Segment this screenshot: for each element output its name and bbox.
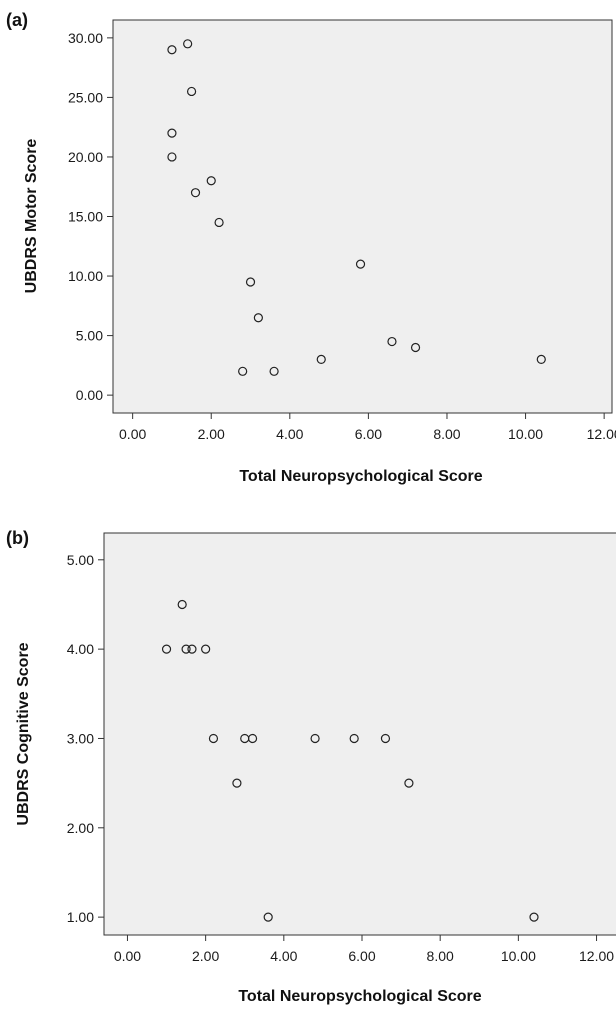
panel-a-label: (a) <box>6 10 28 30</box>
a-x-tick-label: 2.00 <box>198 426 225 442</box>
a-data-point <box>355 259 366 269</box>
a-x-tick-label: 8.00 <box>433 426 460 442</box>
b-y-tick-label: 4.00 <box>67 641 94 657</box>
b-data-point <box>181 644 191 654</box>
b-y-tick-label: 3.00 <box>67 730 94 746</box>
a-x-tick-label: 6.00 <box>355 426 382 442</box>
a-data-point <box>167 128 177 138</box>
panel-b-plot-area <box>103 532 616 936</box>
b-y-tick-label: 1.00 <box>67 909 94 925</box>
b-data-point <box>187 644 197 654</box>
panel-b-points <box>161 599 539 922</box>
a-y-tick-label: 10.00 <box>68 268 103 284</box>
a-y-tick-label: 5.00 <box>76 328 103 344</box>
a-data-point <box>387 336 397 347</box>
a-data-point <box>190 188 201 198</box>
panel-b-label: (b) <box>6 528 29 548</box>
b-x-tick-label: 10.00 <box>501 948 536 964</box>
panel-a-points <box>167 39 546 376</box>
panel-a-x-ticks: 0.00 2.00 4.00 6.00 8.00 10.00 12.00 <box>119 413 616 442</box>
panel-b: (b) 1.00 2.00 3.00 4.00 5.00 0.00 2.00 4.00 6.0… <box>6 528 616 1005</box>
b-data-point <box>263 912 273 922</box>
b-data-point <box>201 644 211 654</box>
b-data-point <box>161 644 172 654</box>
b-data-point <box>177 599 187 610</box>
b-x-tick-label: 12.00 <box>579 948 614 964</box>
a-y-tick-label: 20.00 <box>68 149 103 165</box>
a-data-point <box>253 313 263 323</box>
b-data-point <box>380 733 391 744</box>
a-x-tick-label: 10.00 <box>508 426 543 442</box>
a-x-tick-label: 4.00 <box>276 426 303 442</box>
b-x-tick-label: 6.00 <box>348 948 375 964</box>
a-data-point <box>167 45 177 55</box>
a-data-point <box>536 354 546 365</box>
b-x-tick-label: 0.00 <box>114 948 141 964</box>
b-data-point <box>404 778 414 788</box>
a-x-tick-label: 12.00 <box>587 426 616 442</box>
b-data-point <box>208 733 219 744</box>
b-y-tick-label: 2.00 <box>67 820 94 836</box>
a-y-tick-label: 0.00 <box>76 387 103 403</box>
a-data-point <box>269 366 279 376</box>
b-y-tick-label: 5.00 <box>67 552 94 568</box>
b-x-tick-label: 4.00 <box>270 948 297 964</box>
b-x-tick-label: 2.00 <box>192 948 219 964</box>
a-data-point <box>316 354 326 365</box>
panel-b-x-axis-label: Total Neuropsychological Score <box>238 988 481 1005</box>
b-data-point <box>310 733 320 744</box>
a-data-point <box>245 277 256 287</box>
a-data-point <box>183 39 193 49</box>
panel-b-y-ticks: 1.00 2.00 3.00 4.00 5.00 <box>67 552 104 925</box>
a-data-point <box>167 152 177 162</box>
b-data-point <box>247 733 258 744</box>
panel-b-y-axis-label: UBDRS Cognitive Score <box>15 642 32 825</box>
b-data-point <box>529 912 539 922</box>
b-data-point <box>232 778 242 788</box>
a-data-point <box>214 217 224 228</box>
a-y-tick-label: 25.00 <box>68 89 103 105</box>
a-data-point <box>238 366 248 376</box>
panel-a: (a) 0.00 5.00 10.00 15.00 20.00 25.00 30.00 0.… <box>6 10 616 485</box>
panel-a-y-axis-label: UBDRS Motor Score <box>23 139 40 294</box>
b-data-point <box>349 733 359 744</box>
a-data-point <box>206 176 216 186</box>
a-data-point <box>186 86 197 97</box>
panel-b-x-ticks: 0.00 2.00 4.00 6.00 8.00 10.00 12.00 <box>114 935 614 964</box>
a-y-tick-label: 15.00 <box>68 209 103 225</box>
a-y-tick-label: 30.00 <box>68 30 103 46</box>
a-data-point <box>410 342 421 353</box>
b-x-tick-label: 8.00 <box>427 948 454 964</box>
panel-a-x-axis-label: Total Neuropsychological Score <box>239 468 482 485</box>
a-x-tick-label: 0.00 <box>119 426 146 442</box>
panel-a-y-ticks: 0.00 5.00 10.00 15.00 20.00 25.00 30.00 <box>68 30 113 403</box>
panel-a-plot-area <box>112 19 613 414</box>
